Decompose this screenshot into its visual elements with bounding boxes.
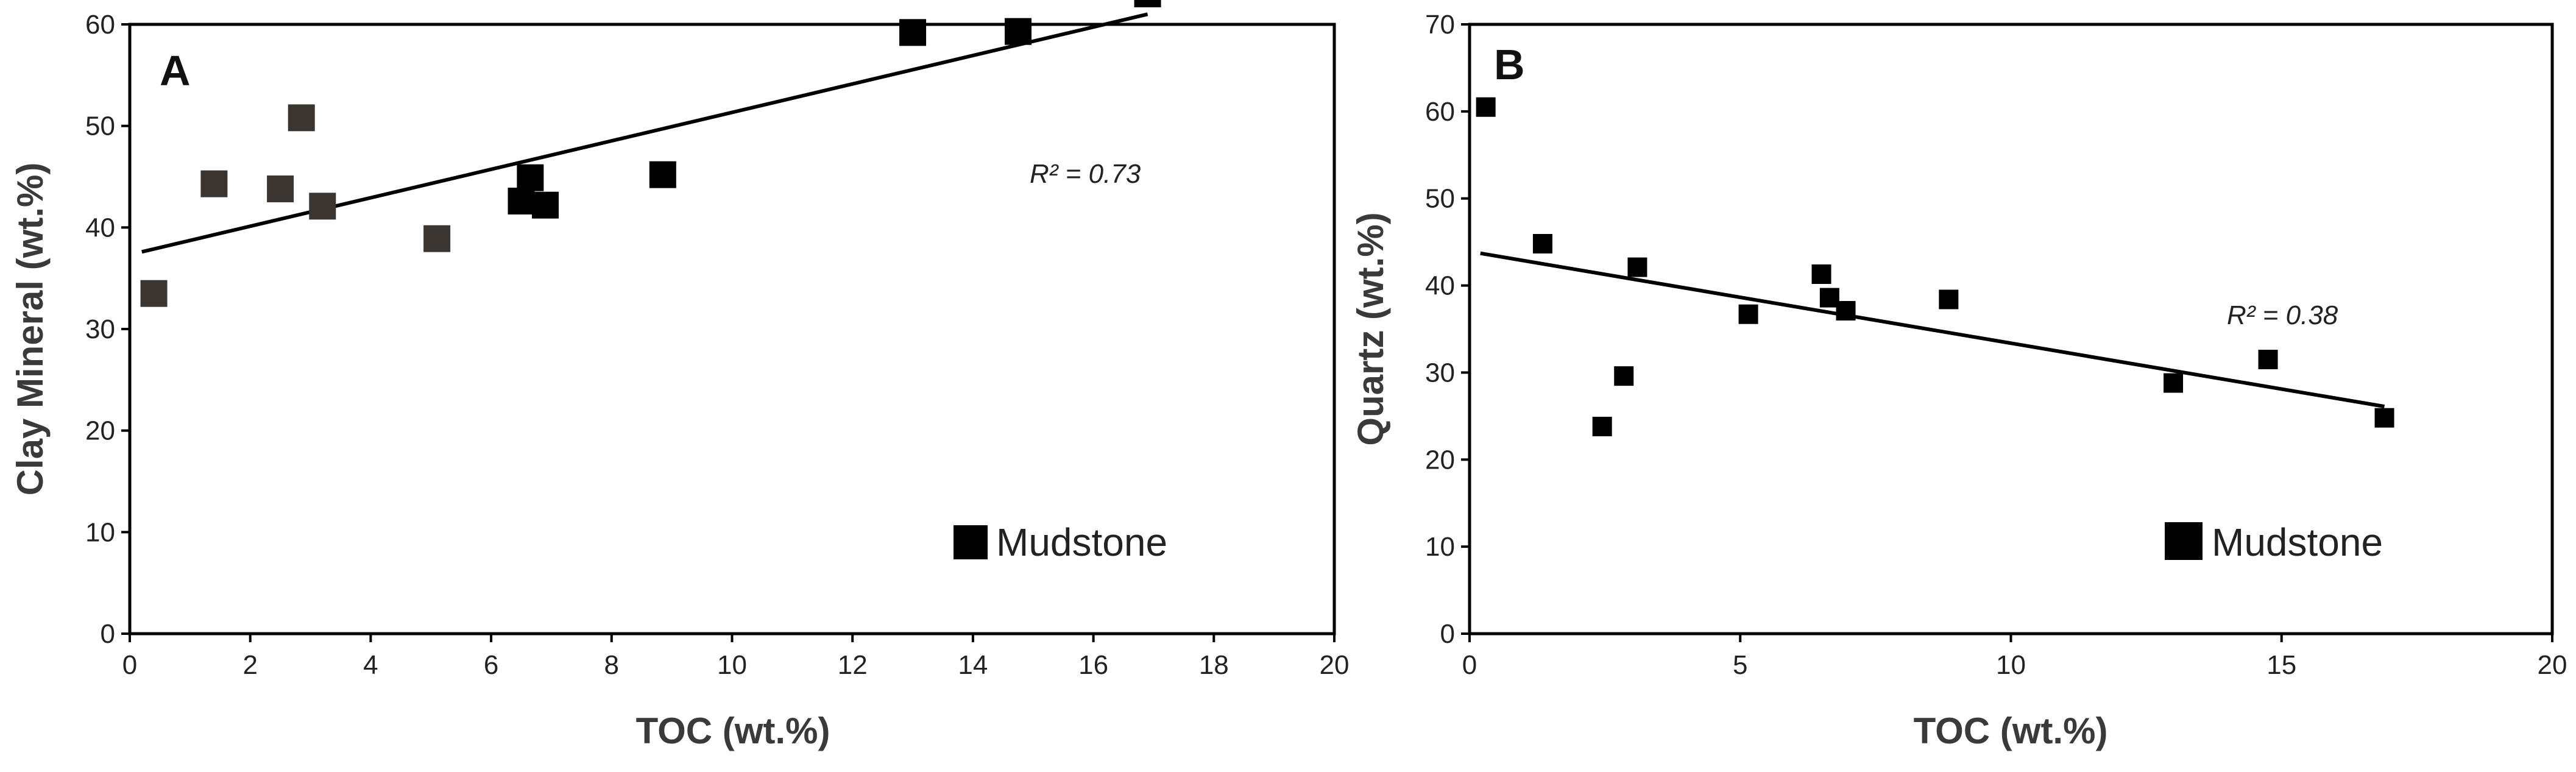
data-point (1738, 304, 1758, 324)
y-tick-label: 0 (1440, 619, 1455, 649)
data-point (2374, 408, 2394, 428)
x-ticks-b: 0 5 10 15 20 (1462, 634, 2567, 680)
data-points-a (140, 0, 1161, 307)
data-point (140, 280, 168, 307)
y-tick-label: 0 (101, 619, 115, 649)
data-point (899, 19, 927, 46)
data-point (2164, 373, 2184, 393)
y-tick-label: 30 (85, 314, 115, 344)
data-point (1836, 301, 1856, 320)
y-tick-label: 30 (1425, 358, 1455, 388)
data-point (1592, 417, 1612, 436)
legend-marker-a (954, 525, 988, 559)
legend-a: Mudstone (954, 520, 1167, 564)
data-point (532, 191, 559, 219)
data-point (2258, 350, 2278, 369)
x-tick-label: 8 (604, 650, 619, 680)
data-point (1614, 366, 1634, 386)
x-tick-label: 12 (838, 650, 868, 680)
y-ticks-a: 0 10 20 30 40 50 60 (85, 10, 130, 649)
chart-panel-a: A TOC (wt.%) Clay Mineral (wt.%) 0 2 4 6 8 10… (10, 0, 1349, 751)
trendline-b (1480, 251, 2385, 409)
legend-label-b: Mudstone (2212, 520, 2383, 564)
data-point (288, 104, 315, 132)
legend-marker-b (2165, 522, 2203, 560)
y-tick-label: 60 (85, 10, 115, 40)
legend-b: Mudstone (2165, 520, 2383, 564)
data-point (423, 225, 451, 252)
data-point (1939, 289, 1959, 310)
y-tick-label: 60 (1425, 97, 1455, 127)
panel-label-a: A (160, 47, 191, 94)
x-axis-title-b: TOC (wt.%) (1914, 710, 2108, 751)
x-ticks-a: 0 2 4 6 8 10 12 14 16 18 20 (122, 634, 1350, 680)
x-axis-title-a: TOC (wt.%) (636, 710, 830, 751)
data-point (517, 164, 544, 191)
data-point (1476, 97, 1496, 117)
y-tick-label: 10 (1425, 532, 1455, 562)
y-tick-label: 20 (85, 416, 115, 446)
x-tick-label: 20 (1320, 650, 1350, 680)
chart-panel-b: B TOC (wt.%) Quartz (wt.%) 0 5 10 15 20 0 10 2… (1350, 10, 2567, 751)
plot-frame-b (1468, 23, 2554, 636)
r2-label-a: R² = 0.73 (1030, 159, 1141, 189)
data-point (309, 193, 336, 220)
x-tick-label: 5 (1733, 650, 1747, 680)
y-ticks-b: 0 10 20 30 40 50 60 70 (1425, 10, 1470, 649)
x-tick-label: 14 (958, 650, 988, 680)
y-tick-label: 40 (85, 213, 115, 243)
data-point (1134, 0, 1161, 7)
x-tick-label: 18 (1199, 650, 1229, 680)
data-point (649, 161, 676, 188)
x-tick-label: 4 (363, 650, 378, 680)
x-tick-label: 10 (1996, 650, 2026, 680)
legend-label-a: Mudstone (996, 520, 1167, 564)
y-tick-label: 50 (85, 112, 115, 141)
data-point (1627, 257, 1647, 277)
panel-label-b: B (1494, 41, 1525, 88)
data-point (200, 170, 228, 197)
data-point (1811, 264, 1831, 284)
r2-label-b: R² = 0.38 (2227, 300, 2338, 330)
data-point (1005, 18, 1032, 45)
x-tick-label: 16 (1078, 650, 1108, 680)
x-tick-label: 20 (2538, 650, 2567, 680)
data-point (267, 175, 294, 202)
x-tick-label: 10 (717, 650, 747, 680)
data-point (1532, 234, 1552, 253)
y-tick-label: 70 (1425, 10, 1455, 40)
data-point (508, 188, 535, 214)
y-tick-label: 40 (1425, 271, 1455, 301)
x-tick-label: 6 (484, 650, 498, 680)
y-axis-title-a: Clay Mineral (wt.%) (10, 163, 51, 496)
y-tick-label: 50 (1425, 184, 1455, 214)
y-axis-title-b: Quartz (wt.%) (1350, 212, 1391, 445)
x-tick-label: 0 (1462, 650, 1477, 680)
y-tick-label: 20 (1425, 445, 1455, 475)
data-points-b (1476, 97, 2394, 436)
x-tick-label: 15 (2266, 650, 2296, 680)
y-tick-label: 10 (85, 517, 115, 547)
x-tick-label: 0 (122, 650, 137, 680)
x-tick-label: 2 (242, 650, 257, 680)
trendline-a (141, 12, 1148, 254)
